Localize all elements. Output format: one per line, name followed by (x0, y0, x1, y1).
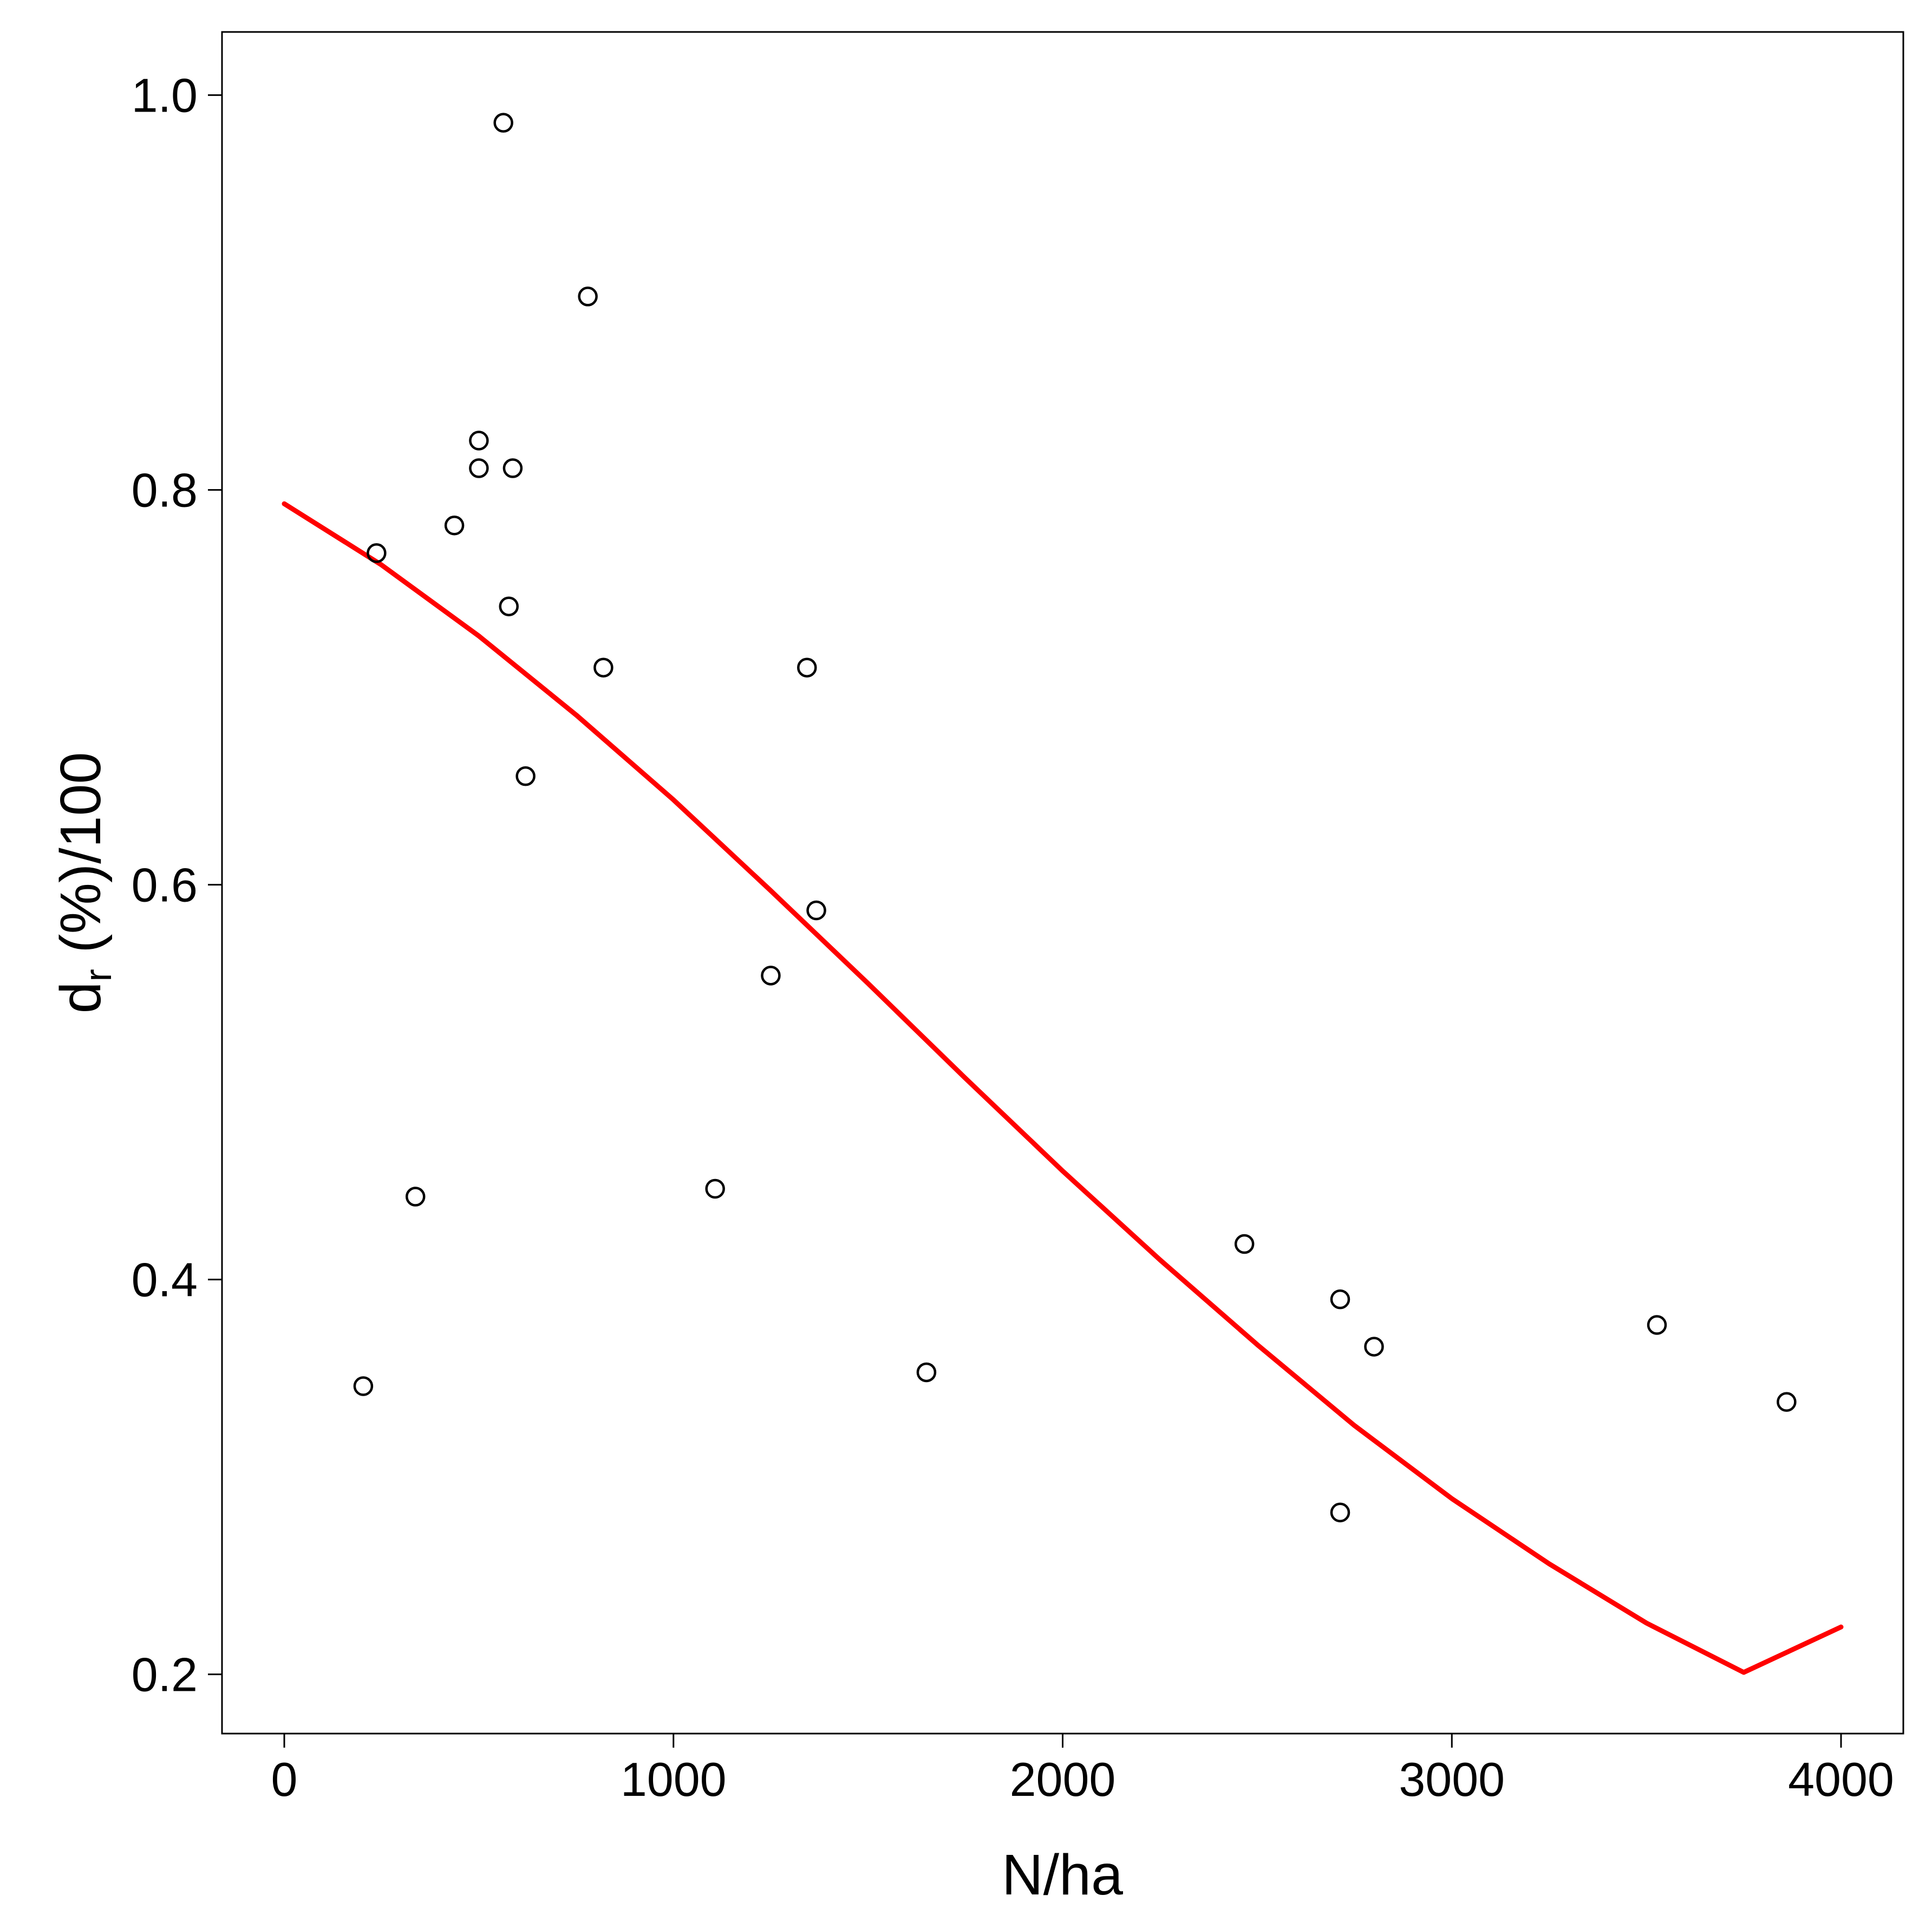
data-point (493, 113, 513, 133)
x-tick-label: 0 (271, 1753, 298, 1806)
data-point (705, 1178, 725, 1199)
y-tick-label: 0.4 (132, 1253, 198, 1307)
fit-curve-series (282, 501, 1844, 1675)
data-point (806, 900, 826, 921)
data-point (916, 1362, 937, 1383)
x-tick-label: 1000 (621, 1753, 727, 1806)
y-axis: 0.2 0.4 0.6 0.8 1.0 (132, 69, 223, 1702)
data-point (502, 458, 523, 478)
data-point (444, 516, 465, 536)
fit-curve-line (282, 501, 1844, 1675)
data-point (593, 657, 613, 678)
data-point (367, 543, 387, 563)
data-point (1647, 1315, 1667, 1335)
plot-frame (221, 31, 1904, 1735)
x-axis: 0 1000 2000 3000 4000 (271, 1732, 1894, 1806)
data-point (515, 766, 536, 786)
y-axis-title-main: d (49, 981, 113, 1013)
observation-points-series (353, 113, 1797, 1523)
x-axis-title: N/ha (1002, 1843, 1123, 1907)
y-tick-label: 0.8 (132, 464, 198, 517)
y-axis-title-subscript: r (77, 969, 119, 981)
data-point (405, 1187, 426, 1207)
data-point (1330, 1502, 1350, 1523)
data-point (353, 1376, 374, 1396)
x-tick-label: 3000 (1399, 1753, 1505, 1806)
data-point (1364, 1337, 1384, 1357)
data-point (1330, 1289, 1350, 1310)
y-axis-title: dr (%)/100 (49, 752, 119, 1014)
data-point (761, 966, 781, 986)
data-point (797, 657, 817, 678)
data-point (1234, 1234, 1255, 1254)
data-point (499, 596, 519, 616)
y-tick-label: 0.6 (132, 858, 198, 912)
data-point (469, 458, 489, 478)
data-point (578, 286, 598, 307)
data-point (469, 431, 489, 451)
x-tick-label: 4000 (1788, 1753, 1894, 1806)
y-tick-label: 0.2 (132, 1648, 198, 1702)
y-axis-title-rest: (%)/100 (49, 752, 113, 969)
y-tick-label: 1.0 (132, 69, 198, 122)
data-point (1777, 1392, 1797, 1412)
x-tick-label: 2000 (1010, 1753, 1116, 1806)
